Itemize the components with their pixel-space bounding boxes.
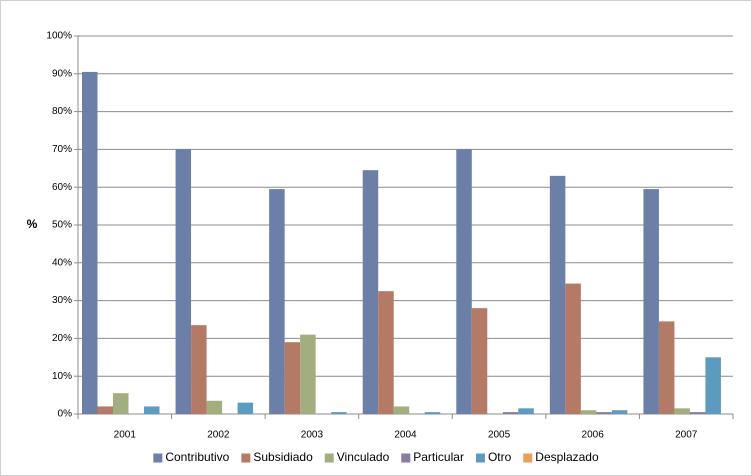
legend-swatch [153,453,163,463]
x-tick-label: 2002 [207,430,230,441]
legend-swatch [401,453,411,463]
x-tick-label: 2005 [488,430,511,441]
legend-swatch [475,453,485,463]
y-axis-label: % [27,217,38,231]
y-tick-label: 60% [52,182,72,193]
bar [689,412,706,414]
y-tick-label: 90% [52,68,72,79]
y-tick-label: 40% [52,257,72,268]
bar [471,308,488,414]
bar [580,410,597,414]
legend-label: Particular [413,450,464,464]
bar [300,334,316,414]
y-tick-label: 70% [52,144,72,155]
bar [97,406,113,414]
legend-swatch [523,453,533,463]
legend-swatch [324,453,334,463]
bar [362,170,379,414]
bar [175,149,192,414]
x-tick-label: 2001 [114,430,137,441]
bar [191,325,207,414]
bar [424,412,441,414]
legend-label: Desplazado [535,450,599,464]
y-tick-label: 30% [52,295,72,306]
bar [284,342,301,414]
bar [82,71,98,414]
bar [549,175,566,414]
y-tick-label: 80% [52,106,72,117]
bar [393,406,410,414]
bar [705,357,721,414]
legend-label: Contributivo [165,450,229,464]
bar [565,283,581,414]
bar [611,410,628,414]
bar [502,412,519,414]
x-tick-label: 2003 [301,430,324,441]
y-tick-label: 50% [52,220,72,231]
legend-label: Vinculado [337,450,390,464]
bar [206,400,223,414]
bar [237,402,254,414]
x-tick-label: 2007 [675,430,698,441]
bar [456,149,472,414]
bar [269,189,285,414]
bar [596,412,612,414]
legend-label: Subsidiado [253,450,313,464]
y-tick-label: 100% [46,31,72,42]
legend-label: Otro [488,450,512,464]
bar [674,408,690,414]
x-tick-label: 2006 [582,430,605,441]
bar [378,291,394,414]
y-tick-label: 0% [58,409,73,420]
bar [331,412,347,414]
bar [144,406,160,414]
bar [658,321,675,414]
y-tick-label: 10% [52,371,72,382]
y-tick-label: 20% [52,333,72,344]
bar [643,189,659,414]
bar [518,408,534,414]
legend-swatch [241,453,251,463]
x-tick-label: 2004 [394,430,417,441]
bar [113,393,129,414]
